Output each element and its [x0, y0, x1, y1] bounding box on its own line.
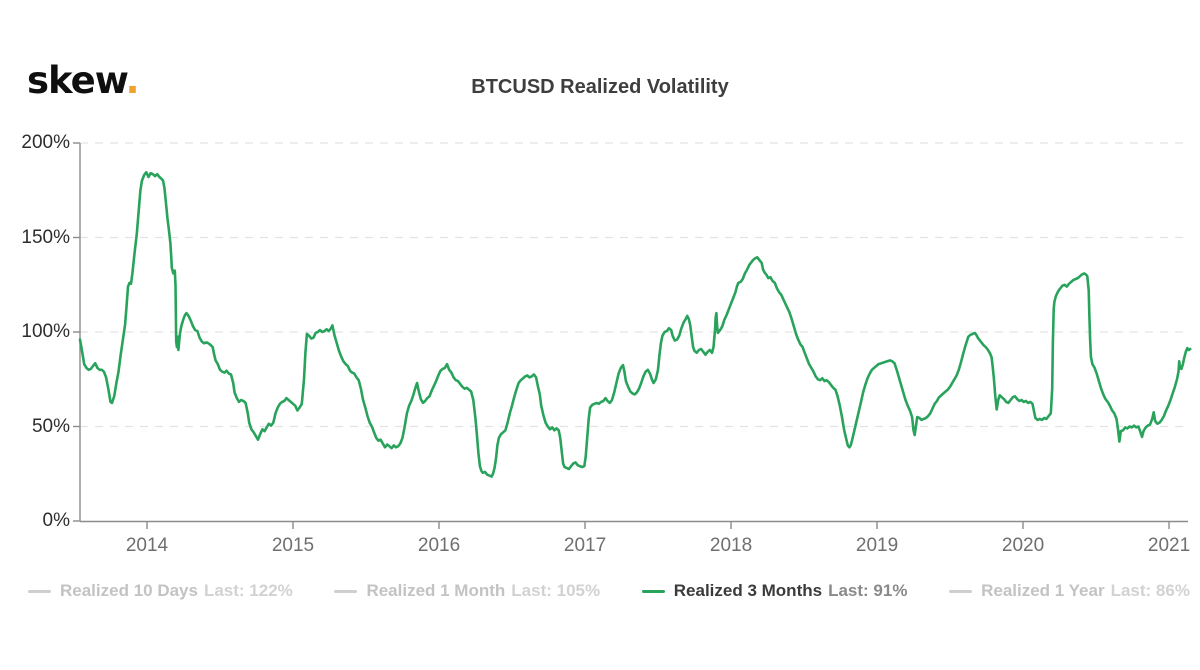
chart-title: BTCUSD Realized Volatility: [471, 76, 729, 98]
legend-series-last-value: Last: 91%: [828, 581, 908, 600]
legend-item-realized-3-months[interactable]: Realized 3 Months Last: 91%: [641, 581, 908, 601]
legend-series-name: Realized 1 Year: [981, 581, 1105, 600]
legend-series-name: Realized 3 Months: [673, 581, 823, 600]
y-axis-tick-label-150: 150%: [21, 226, 70, 248]
x-axis-tick-label-2017: 2017: [563, 535, 607, 556]
legend-item-realized-1-year[interactable]: Realized 1 Year Last: 86%: [949, 581, 1190, 601]
legend-dash-icon: [949, 589, 973, 593]
x-axis-tick-label-2014: 2014: [125, 535, 169, 556]
x-axis-tick-label-2019: 2019: [855, 535, 899, 556]
skew-logo: skew.: [27, 59, 140, 102]
legend-item-realized-10-days[interactable]: Realized 10 Days Last: 122%: [28, 581, 293, 601]
y-axis-tick-label-100: 100%: [21, 321, 70, 342]
legend-dash-icon: [28, 589, 51, 593]
legend-item-realized-1-month[interactable]: Realized 1 Month Last: 105%: [334, 581, 600, 601]
y-axis-tick-label-0: 0%: [42, 510, 70, 531]
x-axis-tick-label-2018: 2018: [709, 535, 753, 556]
legend-series-name: Realized 1 Month: [366, 581, 506, 600]
x-axis-tick-label-2015: 2015: [271, 535, 315, 556]
skew-logo-text: skew: [27, 59, 127, 102]
x-axis-tick-label-2016: 2016: [417, 535, 461, 556]
legend-series-last-value: Last: 86%: [1110, 581, 1190, 600]
x-axis-tick-label-2020: 2020: [1001, 535, 1045, 556]
legend-dash-icon: [641, 589, 665, 593]
legend-dash-icon: [334, 589, 358, 593]
legend-series-name: Realized 10 Days: [60, 581, 198, 600]
legend: Realized 10 Days Last: 122% Realized 1 M…: [28, 576, 1190, 606]
legend-series-last-value: Last: 105%: [511, 581, 601, 600]
legend-series-last-value: Last: 122%: [203, 581, 293, 600]
x-axis-tick-label-2021: 2021: [1147, 535, 1191, 556]
y-axis-tick-label-200: 200%: [21, 132, 70, 153]
skew-logo-dot: .: [125, 59, 140, 102]
y-axis-tick-label-50: 50%: [31, 415, 70, 437]
